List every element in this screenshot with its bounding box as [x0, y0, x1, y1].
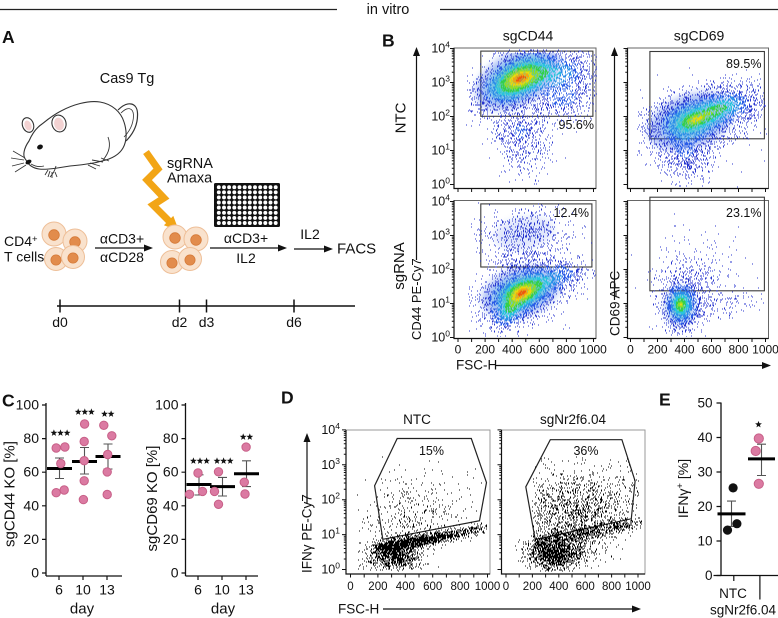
svg-text:0: 0 [705, 568, 713, 583]
svg-text:αCD3+: αCD3+ [100, 231, 144, 247]
svg-text:23.1%: 23.1% [726, 206, 761, 220]
svg-text:D: D [281, 388, 294, 408]
svg-text:6: 6 [55, 582, 63, 598]
svg-text:400: 400 [396, 581, 415, 593]
svg-text:40: 40 [697, 430, 712, 445]
svg-text:800: 800 [602, 581, 621, 593]
svg-text:600: 600 [423, 581, 442, 593]
svg-text:1000: 1000 [580, 343, 607, 357]
svg-text:400: 400 [674, 343, 694, 357]
svg-text:sgNr2f6.04: sgNr2f6.04 [540, 412, 607, 427]
svg-text:FACS: FACS [337, 241, 376, 258]
svg-text:600: 600 [701, 343, 721, 357]
svg-text:CD4+: CD4+ [4, 233, 38, 249]
svg-text:day: day [70, 601, 95, 618]
svg-text:sgCD69 KO [%]: sgCD69 KO [%] [144, 446, 161, 552]
svg-text:Amaxa: Amaxa [167, 171, 213, 187]
svg-text:A: A [2, 27, 15, 47]
svg-text:400: 400 [502, 343, 522, 357]
svg-text:C: C [2, 391, 15, 411]
svg-text:200: 200 [523, 581, 542, 593]
svg-text:IL2: IL2 [300, 226, 320, 242]
svg-text:100: 100 [155, 397, 179, 413]
svg-text:36%: 36% [573, 444, 598, 458]
svg-text:0: 0 [347, 581, 353, 593]
svg-text:20: 20 [23, 531, 39, 547]
svg-text:0: 0 [31, 565, 39, 581]
svg-text:40: 40 [163, 497, 179, 513]
svg-text:600: 600 [576, 581, 595, 593]
svg-text:12.4%: 12.4% [554, 206, 589, 220]
svg-text:IFNγ+ [%]: IFNγ+ [%] [675, 459, 691, 518]
svg-text:40: 40 [23, 497, 39, 513]
svg-text:sgRNA: sgRNA [391, 242, 408, 290]
svg-text:30: 30 [697, 465, 712, 480]
svg-text:sgCD44: sgCD44 [503, 28, 554, 44]
svg-text:20: 20 [163, 531, 179, 547]
svg-text:d3: d3 [199, 314, 215, 330]
svg-text:d2: d2 [172, 314, 188, 330]
svg-text:in vitro: in vitro [367, 2, 410, 18]
svg-text:IL2: IL2 [236, 250, 256, 266]
svg-text:800: 800 [451, 581, 470, 593]
svg-text:200: 200 [475, 343, 495, 357]
svg-text:sgNr2f6.04: sgNr2f6.04 [710, 603, 777, 618]
svg-text:200: 200 [647, 343, 667, 357]
svg-text:200: 200 [368, 581, 387, 593]
svg-text:sgCD44 KO [%]: sgCD44 KO [%] [2, 441, 19, 547]
svg-text:sgCD69: sgCD69 [674, 28, 725, 44]
svg-text:NTC: NTC [403, 412, 431, 427]
svg-text:B: B [382, 31, 395, 51]
svg-text:80: 80 [23, 430, 39, 446]
svg-text:800: 800 [556, 343, 576, 357]
svg-text:FSC-H: FSC-H [456, 358, 497, 373]
svg-text:10: 10 [75, 582, 91, 598]
svg-text:d0: d0 [52, 314, 68, 330]
svg-text:600: 600 [529, 343, 549, 357]
svg-text:Cas9 Tg: Cas9 Tg [100, 71, 155, 87]
svg-text:6: 6 [194, 582, 202, 598]
svg-text:13: 13 [99, 582, 115, 598]
svg-text:d6: d6 [286, 314, 302, 330]
svg-text:day: day [211, 601, 236, 618]
svg-text:CD44 PE-Cy7: CD44 PE-Cy7 [409, 258, 424, 340]
svg-text:60: 60 [23, 464, 39, 480]
svg-text:80: 80 [163, 430, 179, 446]
svg-text:100: 100 [16, 397, 40, 413]
svg-text:0: 0 [503, 581, 509, 593]
svg-text:15%: 15% [419, 444, 444, 458]
svg-text:89.5%: 89.5% [726, 57, 761, 71]
svg-text:1000: 1000 [475, 581, 501, 593]
svg-text:800: 800 [728, 343, 748, 357]
svg-text:CD69 APC: CD69 APC [608, 270, 623, 336]
svg-text:FSC-H: FSC-H [338, 602, 379, 617]
svg-text:400: 400 [549, 581, 568, 593]
svg-text:10: 10 [214, 582, 230, 598]
svg-text:10: 10 [697, 534, 712, 549]
svg-text:IFNγ PE-Cy7: IFNγ PE-Cy7 [300, 494, 315, 573]
svg-text:αCD28: αCD28 [100, 249, 144, 265]
svg-text:sgRNA: sgRNA [167, 156, 213, 172]
svg-text:13: 13 [238, 582, 254, 598]
svg-text:NTC: NTC [393, 102, 410, 133]
svg-text:1000: 1000 [752, 343, 778, 357]
svg-text:60: 60 [163, 464, 179, 480]
svg-text:T cells: T cells [4, 249, 44, 265]
svg-text:αCD3+: αCD3+ [224, 230, 268, 246]
svg-text:20: 20 [697, 499, 712, 514]
svg-text:NTC: NTC [719, 586, 747, 601]
svg-text:E: E [659, 390, 671, 410]
svg-text:0: 0 [455, 343, 462, 357]
svg-text:1000: 1000 [625, 581, 651, 593]
svg-text:50: 50 [697, 396, 712, 411]
svg-text:0: 0 [627, 343, 634, 357]
svg-text:0: 0 [171, 565, 179, 581]
